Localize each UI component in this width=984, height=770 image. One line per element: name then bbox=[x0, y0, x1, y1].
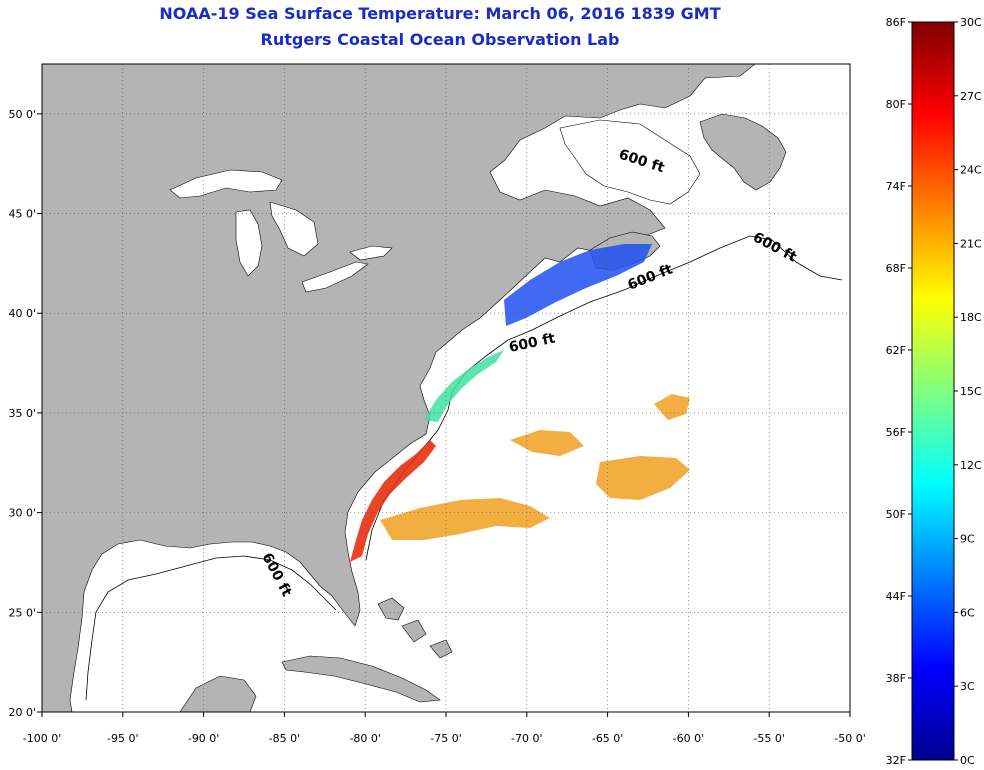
cb-c-label-5: 15C bbox=[960, 385, 982, 398]
cb-f-label-3: 50F bbox=[886, 508, 906, 521]
colorbar: 32F 38F 44F 50F 56F 62F 68F 74F 80F 86F 0C 3C 6C 9C 1… bbox=[886, 16, 982, 767]
sst-offshore-patches bbox=[380, 394, 690, 540]
cb-c-label-6: 18C bbox=[960, 311, 982, 324]
lat-tick-label-6: 50 0' bbox=[8, 108, 36, 121]
cb-c-label-7: 21C bbox=[960, 237, 982, 250]
lon-tick-label-1: -95 0' bbox=[107, 732, 139, 745]
cb-c-label-8: 24C bbox=[960, 164, 982, 177]
cb-c-label-1: 3C bbox=[960, 680, 975, 693]
yucatan-land bbox=[179, 675, 257, 712]
colorbar-scale bbox=[911, 21, 955, 761]
cb-c-label-10: 30C bbox=[960, 16, 982, 29]
lake-michigan bbox=[235, 209, 263, 277]
lon-tick-label-2: -90 0' bbox=[188, 732, 220, 745]
lon-tick-label-9: -55 0' bbox=[753, 732, 785, 745]
bahamas-land bbox=[377, 597, 453, 659]
lon-tick-label-7: -65 0' bbox=[592, 732, 624, 745]
lat-tick-label-3: 35 0' bbox=[8, 407, 36, 420]
lat-tick-label-0: 20 0' bbox=[8, 706, 36, 719]
sst-cold-band bbox=[504, 244, 652, 326]
cb-f-label-7: 74F bbox=[886, 180, 906, 193]
cb-f-label-5: 62F bbox=[886, 344, 906, 357]
cb-f-label-1: 38F bbox=[886, 672, 906, 685]
cb-f-label-9: 86F bbox=[886, 16, 906, 29]
sst-warm-band bbox=[350, 440, 436, 562]
gulf-of-st-lawrence bbox=[559, 119, 701, 205]
cuba-land bbox=[281, 655, 441, 703]
lat-tick-label-2: 30 0' bbox=[8, 507, 36, 520]
north-america-land bbox=[42, 64, 756, 712]
cb-c-label-2: 6C bbox=[960, 606, 975, 619]
lon-tick-label-8: -60 0' bbox=[673, 732, 705, 745]
lon-tick-label-5: -75 0' bbox=[430, 732, 462, 745]
latitude-axis: 20 0' 25 0' 30 0' 35 0' 40 0' 45 0' 50 0' bbox=[8, 108, 42, 719]
cb-c-label-0: 0C bbox=[960, 754, 975, 767]
lat-tick-label-5: 45 0' bbox=[8, 208, 36, 221]
cb-f-label-4: 56F bbox=[886, 426, 906, 439]
chart-subtitle: Rutgers Coastal Ocean Observation Lab bbox=[260, 30, 620, 49]
cb-f-label-0: 32F bbox=[886, 754, 906, 767]
colorbar-fahrenheit-labels: 32F 38F 44F 50F 56F 62F 68F 74F 80F 86F bbox=[886, 16, 912, 767]
newfoundland-land bbox=[699, 113, 787, 191]
lat-tick-label-4: 40 0' bbox=[8, 307, 36, 320]
cb-f-label-8: 80F bbox=[886, 98, 906, 111]
lake-superior bbox=[169, 169, 283, 199]
chart-title: NOAA-19 Sea Surface Temperature: March 0… bbox=[159, 4, 721, 23]
lake-erie bbox=[301, 261, 369, 293]
lon-tick-label-10: -50 0' bbox=[834, 732, 866, 745]
cb-c-label-3: 9C bbox=[960, 533, 975, 546]
cb-f-label-6: 68F bbox=[886, 262, 906, 275]
sst-mid-band bbox=[424, 350, 504, 422]
lon-tick-label-0: -100 0' bbox=[23, 732, 61, 745]
colorbar-celsius-labels: 0C 3C 6C 9C 12C 15C 18C 21C 24C 27C 30C bbox=[954, 16, 982, 767]
cb-c-label-4: 12C bbox=[960, 459, 982, 472]
cb-f-label-2: 44F bbox=[886, 590, 906, 603]
contour-600ft-gulf bbox=[85, 555, 337, 701]
cb-c-label-9: 27C bbox=[960, 90, 982, 103]
lake-ontario bbox=[349, 245, 393, 261]
lon-tick-label-6: -70 0' bbox=[511, 732, 543, 745]
lon-tick-label-3: -85 0' bbox=[269, 732, 301, 745]
longitude-axis: -100 0' -95 0' -90 0' -85 0' -80 0' -75 0' -70… bbox=[23, 712, 866, 745]
lat-tick-label-1: 25 0' bbox=[8, 606, 36, 619]
lake-huron bbox=[269, 201, 319, 257]
lon-tick-label-4: -80 0' bbox=[349, 732, 381, 745]
